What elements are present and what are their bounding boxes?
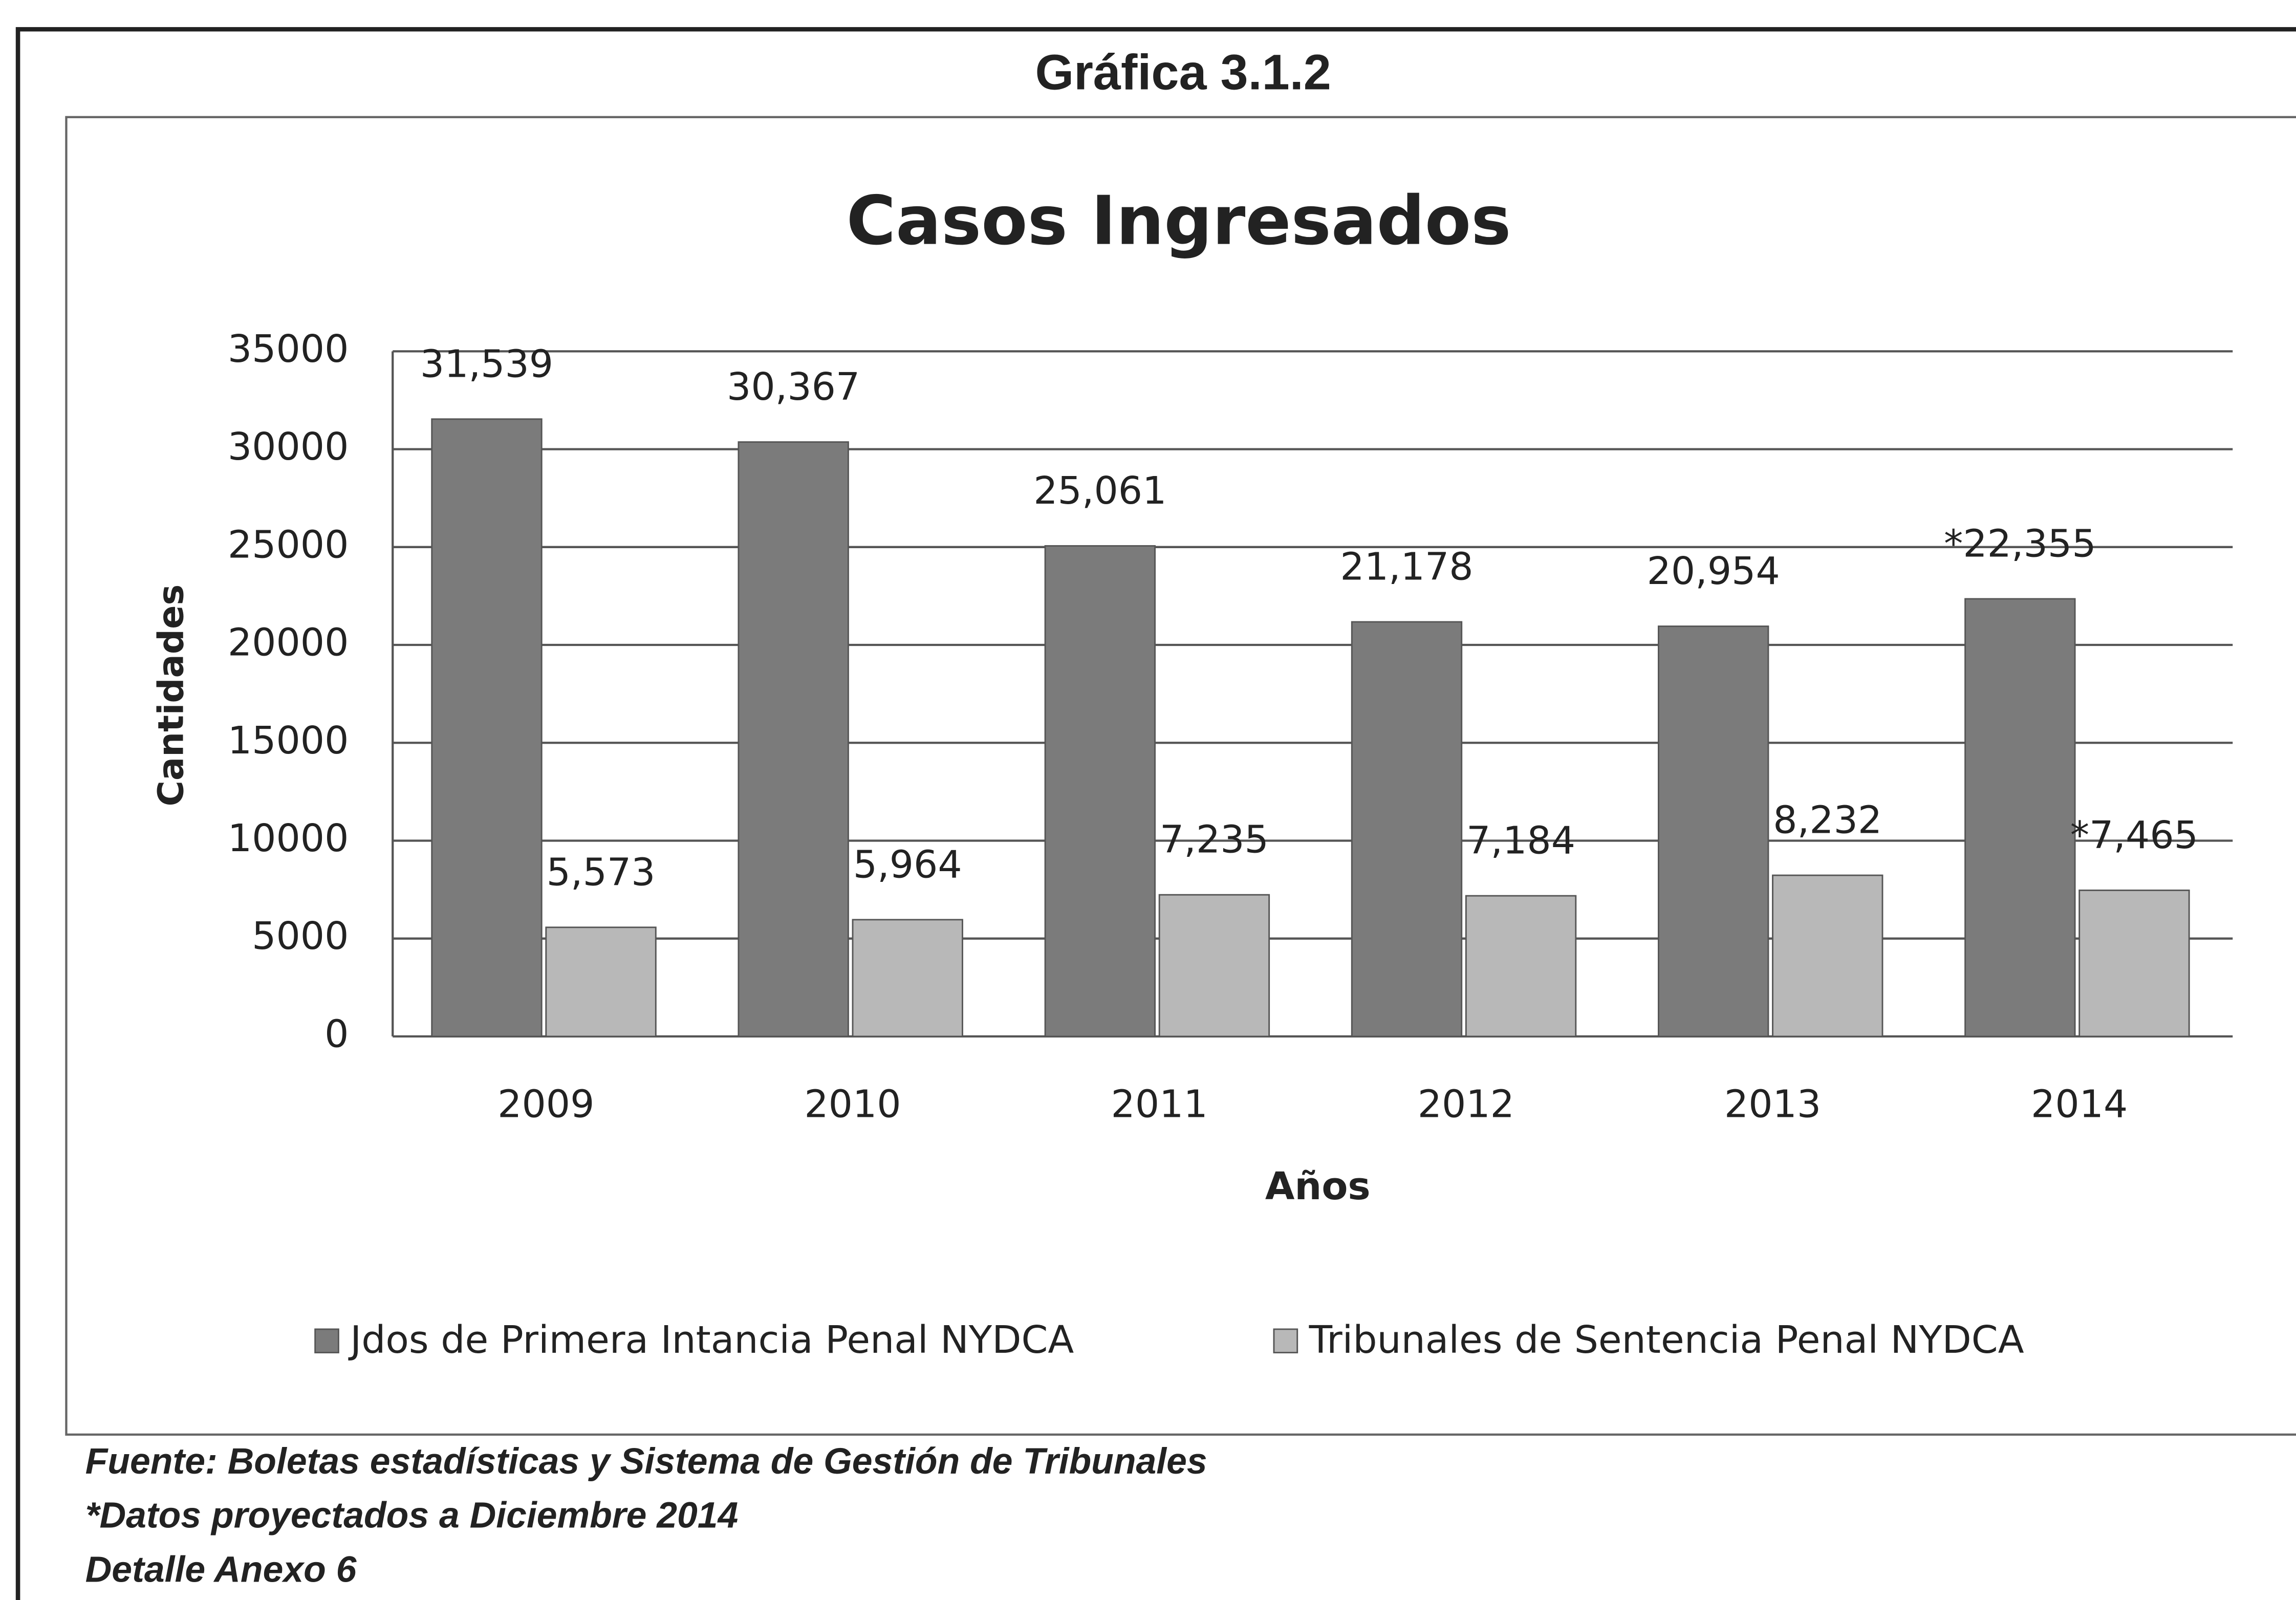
value-label: 8,232 (1773, 798, 1882, 842)
y-tick-label: 30000 (228, 424, 349, 469)
chart-title: Casos Ingresados (847, 182, 1511, 261)
note: Fuente: Boletas estadísticas y Sistema d… (85, 1441, 1207, 1482)
bar (1465, 895, 1577, 1037)
value-label: 5,573 (547, 850, 656, 894)
bar (1351, 621, 1463, 1037)
y-tick-label: 35000 (228, 327, 349, 371)
x-tick-label: 2014 (2031, 1082, 2128, 1127)
value-label: 7,235 (1160, 817, 1269, 862)
y-tick-label: 15000 (228, 718, 349, 763)
value-label: 25,061 (1033, 468, 1166, 513)
value-label: 20,954 (1647, 549, 1780, 593)
legend-label: Jdos de Primera Intancia Penal NYDCA (348, 1317, 1074, 1362)
value-label: 21,178 (1340, 545, 1473, 589)
value-label: 30,367 (727, 364, 860, 409)
note: *Datos proyectados a Diciembre 2014 (85, 1495, 739, 1536)
bar (1044, 545, 1156, 1037)
value-label: 7,184 (1466, 818, 1575, 863)
value-label: 5,964 (853, 842, 962, 887)
heading: Gráfica 3.1.2 (1035, 44, 1331, 100)
value-label: *7,465 (2070, 813, 2198, 857)
chart-frame (65, 116, 2296, 1436)
bar (1772, 874, 1883, 1037)
x-tick-label: 2011 (1111, 1082, 1208, 1127)
bar (738, 441, 849, 1037)
y-tick-label: 5000 (252, 914, 349, 958)
value-label: *22,355 (1944, 522, 2096, 566)
x-tick-label: 2009 (497, 1082, 594, 1127)
y-tick-label: 0 (324, 1011, 349, 1056)
x-axis-label: Años (1265, 1164, 1371, 1208)
y-tick-label: 25000 (228, 522, 349, 567)
bar (852, 919, 963, 1037)
bar (2078, 889, 2190, 1037)
value-label: 31,539 (420, 341, 553, 386)
y-tick-label: 20000 (228, 620, 349, 665)
bar (1658, 625, 1769, 1037)
y-axis-label: Cantidades (150, 585, 191, 807)
note: Detalle Anexo 6 (85, 1549, 357, 1590)
y-tick-label: 10000 (228, 816, 349, 860)
x-tick-label: 2010 (804, 1082, 901, 1127)
bar (431, 418, 543, 1037)
legend-swatch (1273, 1328, 1298, 1354)
x-tick-label: 2013 (1724, 1082, 1821, 1127)
legend-label: Tribunales de Sentencia Penal NYDCA (1309, 1317, 2024, 1362)
bar (1158, 894, 1270, 1037)
bar (545, 926, 657, 1037)
legend-swatch (314, 1328, 339, 1354)
bar (1964, 598, 2076, 1037)
x-tick-label: 2012 (1418, 1082, 1514, 1127)
